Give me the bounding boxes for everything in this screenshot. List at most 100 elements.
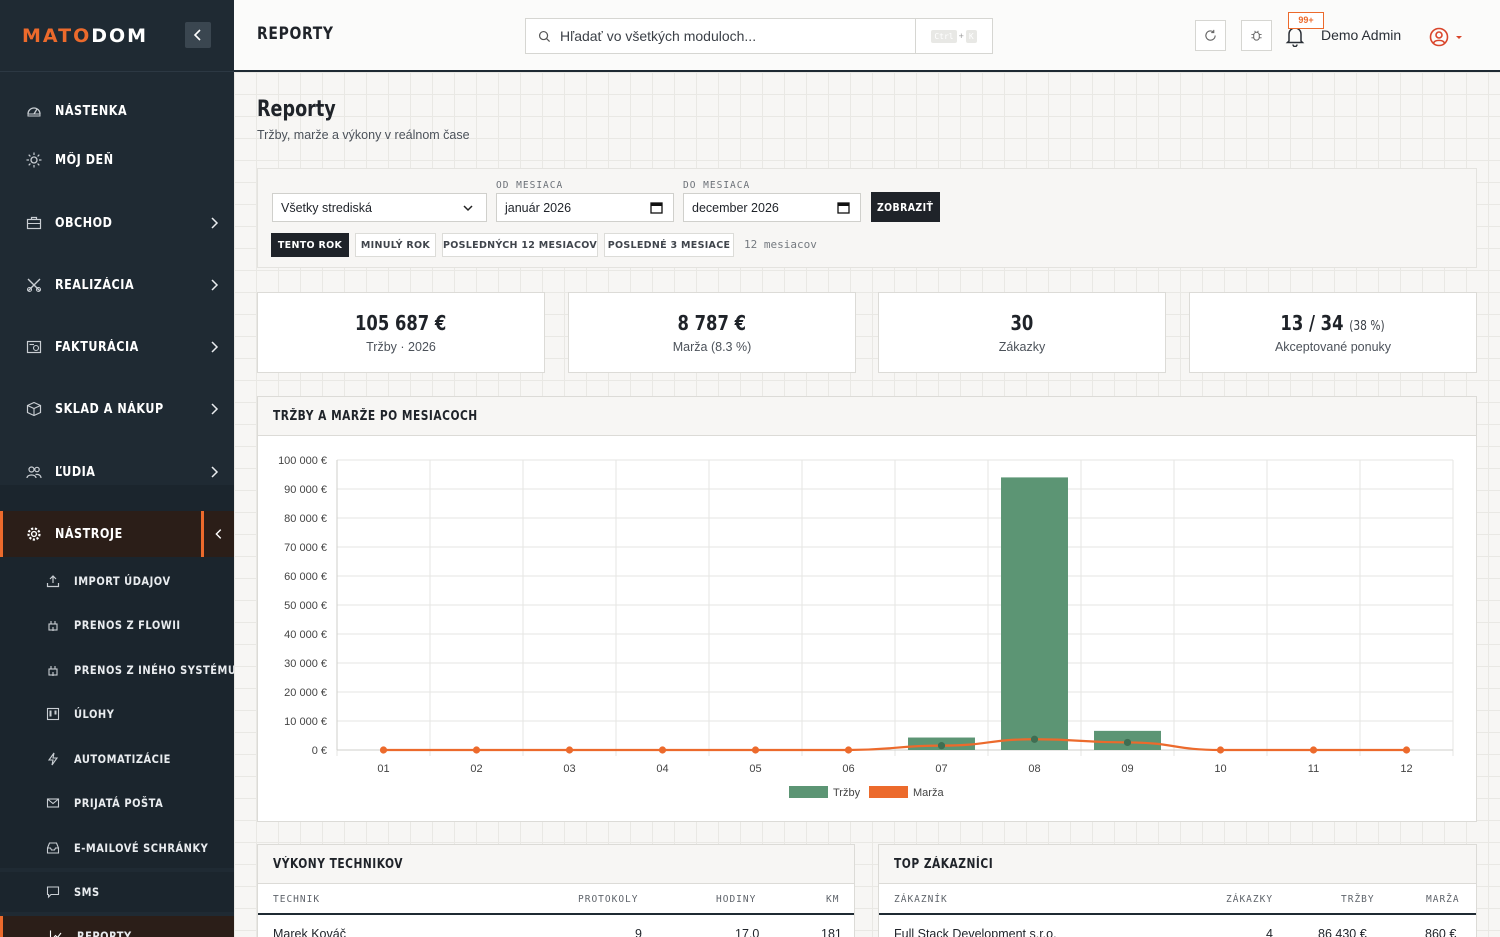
- column-header[interactable]: Hodiny: [716, 894, 757, 905]
- table-cell: Full Stack Development s.r.o.: [894, 927, 1057, 937]
- point-margin: [379, 746, 388, 754]
- chevron-right-icon: [211, 341, 219, 353]
- y-tick-label: 10 000 €: [284, 716, 327, 728]
- bug-report-button[interactable]: [1241, 20, 1272, 51]
- y-tick-label: 30 000 €: [284, 658, 327, 670]
- search-icon: [538, 30, 552, 43]
- y-tick-label: 70 000 €: [284, 542, 327, 554]
- x-tick-label: 02: [470, 763, 482, 775]
- sidebar-subitem-inbox[interactable]: Prijatá pošta: [0, 783, 234, 823]
- column-header[interactable]: Zákazky: [1226, 894, 1274, 905]
- from-month-input[interactable]: január 2026: [496, 193, 674, 222]
- sidebar-item-invoicing[interactable]: Fakturácia: [0, 324, 234, 370]
- point-margin: [565, 746, 574, 754]
- y-tick-label: 100 000 €: [278, 455, 327, 467]
- sidebar-subitem-label: Prijatá pošta: [74, 796, 164, 810]
- invoice-icon: [26, 339, 42, 355]
- sidebar-subitem-import[interactable]: Import údajov: [0, 561, 234, 601]
- search-input[interactable]: [560, 28, 910, 44]
- sidebar-item-dashboard[interactable]: Nástenka: [0, 88, 234, 134]
- kpi-card-margin: 8 787 € Marža (8.3 %): [568, 292, 856, 373]
- sidebar-item-people[interactable]: Ľudia: [0, 449, 234, 495]
- x-tick-label: 06: [842, 763, 854, 775]
- chart-panel: Tržby a marže po mesiacoch 0 € 10 000 € 20…: [257, 396, 1477, 822]
- sidebar-item-sales[interactable]: Obchod: [0, 200, 234, 246]
- to-month-input[interactable]: december 2026: [683, 193, 861, 222]
- brand-logo[interactable]: MATODOM: [22, 25, 148, 47]
- collapse-sidebar-button[interactable]: [185, 22, 211, 48]
- sidebar-subitem-label: E-mailové schránky: [74, 841, 209, 855]
- column-header[interactable]: Tržby: [1341, 894, 1375, 905]
- series-line-margin: [383, 738, 1407, 752]
- sidebar-item-realization[interactable]: Realizácia: [0, 262, 234, 308]
- y-tick-label: 60 000 €: [284, 571, 327, 583]
- kpi-value: 30: [1011, 311, 1034, 335]
- sidebar-subitem-label: SMS: [74, 885, 100, 899]
- sidebar-item-label: Nástroje: [55, 526, 123, 542]
- table-cell: 17.0: [735, 927, 760, 937]
- sidebar-subitem-mailboxes[interactable]: E-mailové schránky: [0, 828, 234, 868]
- point-margin: [1216, 746, 1225, 754]
- top-customers-panel-title: Top zákazníci: [894, 856, 994, 872]
- global-search[interactable]: Ctrl + K: [525, 18, 993, 54]
- shortcut-plus: +: [958, 31, 964, 41]
- brand: MATODOM: [0, 0, 234, 72]
- user-name[interactable]: Demo Admin: [1321, 27, 1402, 43]
- shortcut-key-k: K: [965, 29, 977, 43]
- kpi-value-text: 8 787 €: [677, 311, 747, 335]
- sidebar-subitem-sms[interactable]: SMS: [0, 872, 234, 912]
- sidebar-subitem-label: Prenos z iného systému: [74, 663, 234, 677]
- preset-last-3-months[interactable]: POSLEDNÉ 3 MESIACE: [604, 233, 734, 257]
- column-header[interactable]: Protokoly: [578, 894, 639, 905]
- shortcut-key-ctrl: Ctrl: [931, 29, 957, 43]
- point-margin: [1123, 738, 1132, 747]
- sun-icon: [26, 152, 42, 168]
- preset-last-year[interactable]: MINULÝ ROK: [355, 233, 436, 257]
- main-content: Reporty Tržby, marže a výkony v reálnom …: [234, 72, 1500, 937]
- sidebar: MATODOM Nástenka Môj deň Obchod Realizác…: [0, 0, 234, 937]
- collapse-submenu-toggle[interactable]: [201, 511, 234, 557]
- kpi-card-revenue: 105 687 € Tržby · 2026: [257, 292, 545, 373]
- topbar-title: REPORTY: [257, 24, 334, 44]
- sidebar-subitem-tasks[interactable]: Úlohy: [0, 694, 234, 734]
- sidebar-item-my-day[interactable]: Môj deň: [0, 137, 234, 183]
- brand-logo-part2: DOM: [91, 24, 149, 47]
- bar-revenue: [1001, 477, 1068, 750]
- x-tick-label: 10: [1214, 763, 1226, 775]
- sidebar-item-label: Fakturácia: [55, 339, 139, 355]
- user-menu[interactable]: [1429, 26, 1467, 48]
- top-customers-panel-header: Top zákazníci: [879, 845, 1476, 884]
- show-button-label: ZOBRAZIŤ: [877, 200, 934, 214]
- sidebar-subitem-other-system-transfer[interactable]: Prenos z iného systému: [0, 650, 234, 690]
- sidebar-subitem-reports[interactable]: Reporty: [0, 916, 234, 937]
- sidebar-subitem-flowii-transfer[interactable]: Prenos z Flowii: [0, 605, 234, 645]
- preset-last-12-months[interactable]: POSLEDNÝCH 12 MESIACOV: [442, 233, 598, 257]
- sidebar-item-warehouse[interactable]: Sklad a nákup: [0, 386, 234, 432]
- column-header[interactable]: Zákazník: [894, 894, 948, 905]
- preset-this-year[interactable]: TENTO ROK: [271, 233, 349, 257]
- y-tick-label: 40 000 €: [284, 629, 327, 641]
- chevron-down-icon: [463, 205, 473, 212]
- brand-logo-part1: MATO: [22, 24, 92, 47]
- x-tick-label: 04: [656, 763, 668, 775]
- legend-label-revenue: Tržby: [833, 787, 861, 799]
- calendar-icon[interactable]: [837, 201, 850, 214]
- table-cell: 4: [1266, 927, 1273, 937]
- filter-panel: Všetky strediská Od mesiaca január 2026 …: [257, 168, 1477, 268]
- column-header[interactable]: Marža: [1426, 894, 1460, 905]
- sidebar-item-tools[interactable]: Nástroje: [0, 511, 234, 557]
- page-title: Reporty: [257, 97, 336, 122]
- show-button[interactable]: ZOBRAZIŤ: [871, 192, 940, 222]
- sidebar-subitem-automations[interactable]: Automatizácie: [0, 739, 234, 779]
- chevron-right-icon: [211, 279, 219, 291]
- kpi-value-text: 30: [1010, 311, 1034, 335]
- chart-line-icon: [49, 929, 63, 937]
- point-margin: [844, 746, 853, 754]
- column-header[interactable]: Technik: [273, 894, 321, 905]
- column-header[interactable]: Km: [826, 894, 840, 905]
- refresh-button[interactable]: [1195, 20, 1226, 51]
- calendar-icon[interactable]: [650, 201, 663, 214]
- mailbox-icon: [46, 841, 60, 855]
- center-select[interactable]: Všetky strediská: [272, 193, 487, 222]
- kpi-label: Zákazky: [998, 340, 1046, 354]
